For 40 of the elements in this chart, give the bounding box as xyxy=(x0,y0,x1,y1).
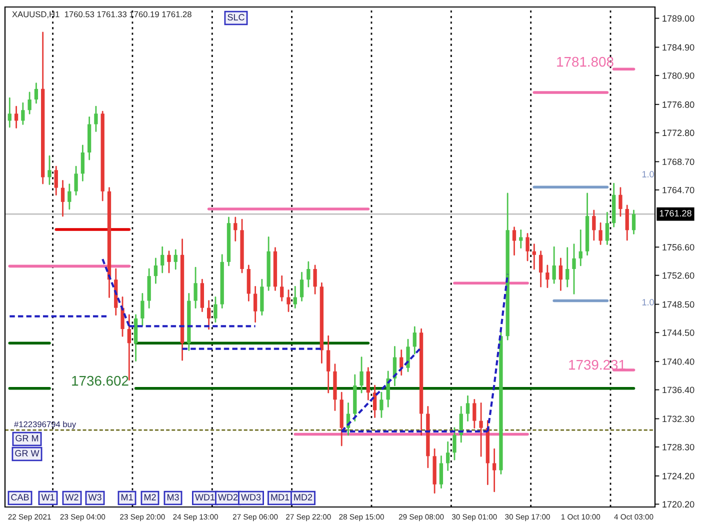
text: 1.0 xyxy=(642,171,654,178)
y-tick-label: 1748.50 xyxy=(662,301,694,308)
annotation: CAB xyxy=(11,494,29,500)
text: 1.0 xyxy=(642,299,654,306)
y-tick-label: 1756.60 xyxy=(662,244,694,250)
annotation: W2 xyxy=(65,494,78,500)
y-tick-label: 1780.90 xyxy=(662,72,694,79)
y-tick-label: 1784.90 xyxy=(662,44,694,51)
annotation: WD1 xyxy=(195,494,215,500)
annotation: GR M xyxy=(16,435,38,442)
annotation: SLC xyxy=(228,14,244,20)
annotation: 1739.231 xyxy=(569,360,626,370)
annotation: MD2 xyxy=(294,494,312,500)
y-tick-label: 1789.00 xyxy=(662,15,694,22)
y-tick-label: 1764.70 xyxy=(662,186,694,194)
ref-line-label: 1761.28 xyxy=(660,210,692,216)
annotation: M2 xyxy=(144,494,156,500)
y-tick-label: 1776.80 xyxy=(662,101,694,108)
annotation: W1 xyxy=(41,494,54,500)
annotation: #122396794 buy xyxy=(14,421,76,429)
y-tick-label: 1740.40 xyxy=(662,358,694,365)
y-tick-label: 1724.20 xyxy=(662,472,694,480)
y-tick-label: 1772.80 xyxy=(662,130,694,136)
annotation: WD2 xyxy=(218,494,238,500)
chart-title: XAUUSD,H1 1760.53 1761.33 1760.19 1761.28 xyxy=(12,11,192,18)
y-tick-label: 1744.50 xyxy=(662,330,694,336)
annotation: M1 xyxy=(121,494,133,500)
y-tick-label: 1752.60 xyxy=(662,272,694,279)
annotation: W3 xyxy=(88,494,102,500)
annotation: GR W xyxy=(15,450,40,456)
annotation: MD1 xyxy=(271,494,290,500)
y-tick-label: 1768.70 xyxy=(662,158,694,166)
y-tick-label: 1728.30 xyxy=(662,444,694,450)
annotation: M3 xyxy=(167,494,179,500)
y-tick-label: 1736.40 xyxy=(662,386,694,394)
annotation: 1736.602 xyxy=(72,376,128,386)
y-tick-label: 1732.30 xyxy=(662,416,694,422)
y-tick-label: 1720.20 xyxy=(662,501,694,508)
annotation: WD3 xyxy=(241,494,261,500)
annotation: 1781.808 xyxy=(557,56,614,67)
